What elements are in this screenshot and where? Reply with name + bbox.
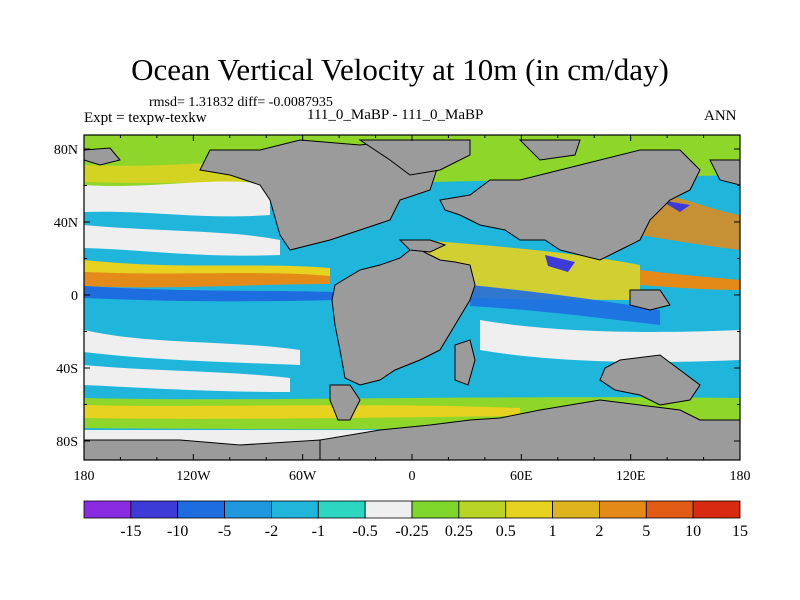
colorbar-label: -10: [167, 523, 188, 540]
colorbar-swatch: [271, 500, 319, 519]
colorbar-label: 0.25: [445, 523, 473, 540]
eq-upwelling: [84, 286, 335, 302]
season-label: ANN: [704, 108, 737, 124]
lon-label: 0: [409, 469, 416, 484]
australia: [599, 354, 701, 406]
colorbar-label: -5: [218, 523, 231, 540]
colorbar-swatch: [692, 500, 741, 519]
colorbar-swatch: [458, 500, 507, 519]
antarctica: [319, 399, 740, 460]
madagascar-region: [454, 339, 476, 386]
colorbar-label: 0.5: [496, 523, 516, 540]
lat-axis: 80N 40N 0 40S 80S: [54, 143, 740, 450]
lat-label: 80N: [54, 143, 78, 158]
wpac-orange: [640, 270, 740, 290]
colorbar-label: -1: [312, 523, 325, 540]
southern-cone: [329, 384, 361, 421]
npac-white: [84, 181, 270, 217]
land: [84, 139, 740, 460]
central-america: [398, 239, 447, 253]
antarctica-west: [84, 439, 321, 460]
maritime-continent: [629, 289, 671, 311]
southern-yellow: [84, 405, 520, 419]
lon-label: 120W: [176, 469, 211, 484]
lon-axis: 180 120W 60W 0 60E 120E 180: [74, 135, 751, 484]
lon-label: 180: [74, 469, 95, 484]
colorbar-swatch: [552, 500, 600, 519]
lat-label: 0: [71, 289, 78, 304]
colorbar-label: 5: [642, 523, 650, 540]
colorbar-label: 10: [685, 523, 701, 540]
colorbar: -15 -10 -5 -2 -1 -0.5 -0.25 0.25 0.5 1 2 5 10 15: [83, 500, 748, 540]
case-label: 111_0_MaBP - 111_0_MaBP: [307, 107, 484, 123]
bay-blue: [545, 255, 575, 272]
colorbar-swatch: [177, 500, 225, 519]
eurasia: [439, 149, 701, 261]
expt-label: Expt = texpw-texkw: [84, 110, 207, 126]
colorbar-swatch: [411, 500, 460, 519]
colorbar-swatch: [130, 500, 179, 519]
lon-label: 60W: [289, 469, 317, 484]
lat-label: 40N: [54, 216, 78, 231]
lat-label: 80S: [56, 435, 78, 450]
spac-white: [84, 330, 300, 365]
colorbar-label: 1: [549, 523, 557, 540]
colorbar-label: -15: [120, 523, 141, 540]
colorbar-label: -0.5: [352, 523, 377, 540]
colorbar-swatch: [317, 500, 366, 519]
map-field: [84, 135, 740, 460]
colorbar-label: 15: [732, 523, 748, 540]
colorbar-swatch: [83, 500, 132, 519]
npac-white-2: [84, 225, 280, 256]
colorbar-label: -0.25: [395, 523, 428, 540]
plot-title: Ocean Vertical Velocity at 10m (in cm/da…: [131, 52, 669, 87]
colorbar-swatch: [505, 500, 553, 519]
south-america-africa: [331, 249, 476, 386]
eq-north-orange: [84, 272, 330, 288]
colorbar-label: -2: [265, 523, 278, 540]
spac-cyan: [84, 300, 330, 340]
lat-label: 40S: [56, 362, 78, 377]
stats-line: rmsd= 1.31832 diff= -0.0087935: [149, 95, 333, 110]
io-blue: [470, 285, 660, 325]
spac-white-2: [84, 365, 290, 392]
colorbar-swatch: [364, 500, 413, 519]
sio-white: [480, 320, 740, 362]
greenland: [358, 139, 471, 176]
colorbar-swatch: [599, 500, 647, 519]
colorbar-label: 2: [595, 523, 603, 540]
colorbar-swatch: [224, 500, 272, 519]
siberia-east: [709, 159, 740, 186]
lon-label: 60E: [510, 469, 533, 484]
alaska-west: [84, 147, 121, 166]
arctic-islands: [518, 139, 581, 161]
colorbar-swatch: [645, 500, 694, 519]
lon-label: 180: [730, 469, 751, 484]
lon-label: 120E: [616, 469, 646, 484]
